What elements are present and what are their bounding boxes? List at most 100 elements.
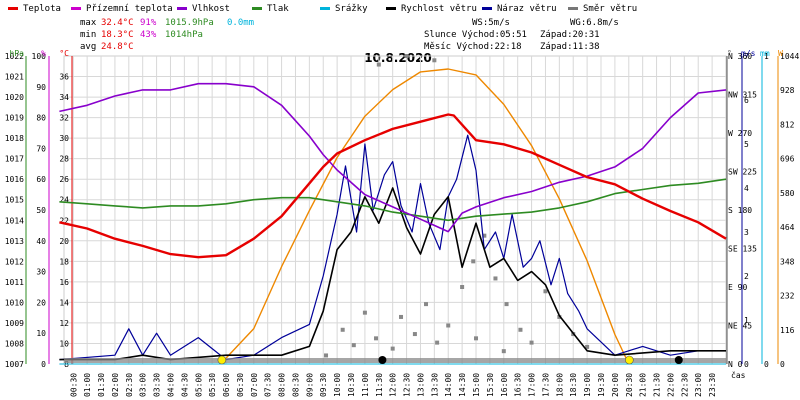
wind-speed-tick-5: 5	[744, 140, 749, 149]
direction-point-12	[482, 233, 487, 238]
direction-point-7	[424, 302, 429, 307]
direction-point-20	[585, 344, 590, 349]
legend-label-0: Teplota	[23, 4, 61, 14]
x-tick-25: 13:00	[416, 373, 425, 397]
pressure-unit: hPa	[10, 49, 25, 58]
rain-tick-1: 1	[764, 52, 769, 61]
solar-tick-5: 580	[780, 189, 795, 198]
stat-max-press: 1015.9hPa	[165, 18, 214, 28]
direction-tick-1: NE 45	[728, 322, 752, 331]
moonset-marker	[378, 356, 387, 364]
stat-min-temp: 18.3°C	[101, 30, 134, 40]
x-tick-6: 03:30	[153, 373, 162, 397]
pressure-tick-5: 1012	[5, 257, 24, 266]
legend-swatch-6	[482, 7, 492, 10]
humidity-tick-1: 10	[36, 329, 46, 338]
solar-line	[219, 68, 630, 365]
legend-label-6: Náraz větru	[497, 4, 557, 14]
x-tick-18: 09:30	[319, 373, 328, 397]
solar-tick-7: 812	[780, 120, 795, 129]
solar-tick-8: 928	[780, 86, 795, 95]
plot-series	[59, 54, 727, 365]
temperature-tick-14: 36	[59, 73, 69, 82]
direction-point-1	[351, 343, 356, 348]
direction-point-6	[412, 332, 417, 337]
pressure-tick-15: 1022	[5, 52, 24, 61]
pressure-tick-13: 1020	[5, 93, 24, 102]
x-tick-17: 09:00	[305, 373, 314, 397]
x-tick-46: 23:30	[708, 373, 717, 397]
direction-point-23	[432, 58, 437, 63]
wind-speed-tick-6: 6	[744, 96, 749, 105]
wind-speed-line	[59, 187, 726, 361]
direction-point-14	[504, 302, 509, 307]
temperature-tick-1: 10	[59, 339, 69, 348]
x-tick-31: 16:00	[500, 373, 509, 397]
direction-tick-0: N 0	[728, 360, 743, 369]
solar-tick-6: 696	[780, 155, 795, 164]
direction-point-21	[376, 62, 381, 67]
pressure-tick-1: 1008	[5, 339, 24, 348]
humidity-tick-5: 50	[36, 206, 46, 215]
legend-label-2: Vlhkost	[192, 4, 230, 14]
direction-point-26	[501, 349, 506, 354]
pressure-tick-0: 1007	[5, 360, 24, 369]
sun-rise-info: Slunce Východ:05:51	[424, 30, 527, 40]
pressure-tick-2: 1009	[5, 319, 24, 328]
x-axis-label: čas	[731, 370, 746, 380]
legend-swatch-1	[71, 7, 81, 10]
x-tick-37: 19:00	[583, 373, 592, 397]
humidity-line	[59, 82, 727, 233]
x-tick-28: 14:30	[458, 373, 467, 397]
wind-speed-tick-4: 4	[744, 184, 749, 193]
direction-tick-4: S 180	[728, 206, 752, 215]
legend-swatch-0	[8, 7, 18, 10]
legend-swatch-5	[386, 7, 396, 10]
stat-min-label: min	[80, 30, 96, 40]
moon-rise-info: Měsíc Východ:22:18	[424, 42, 522, 52]
humidity-tick-9: 90	[36, 83, 46, 92]
temperature-tick-6: 20	[59, 237, 69, 246]
sun-set-info: Západ:20:31	[540, 30, 600, 40]
sunset-marker	[625, 355, 634, 365]
direction-point-2	[362, 310, 367, 315]
pressure-tick-14: 1021	[5, 73, 24, 82]
stat-max-hum: 91%	[140, 18, 157, 28]
x-tick-45: 23:00	[694, 373, 703, 397]
chart-title: 10.8.2020	[364, 51, 432, 65]
x-tick-34: 17:30	[541, 373, 550, 397]
wind-gust-info: WG:6.8m/s	[570, 18, 619, 28]
solar-tick-1: 116	[780, 326, 795, 335]
x-tick-13: 07:00	[250, 373, 259, 397]
direction-point-17	[543, 289, 548, 294]
legend-swatch-2	[177, 7, 187, 10]
legend-swatch-4	[320, 7, 330, 10]
direction-point-16	[529, 340, 534, 345]
x-tick-20: 10:30	[347, 373, 356, 397]
x-tick-15: 08:00	[278, 373, 287, 397]
x-tick-38: 19:30	[597, 373, 606, 397]
x-tick-12: 06:30	[236, 373, 245, 397]
humidity-tick-10: 100	[32, 52, 47, 61]
x-tick-42: 21:30	[653, 373, 662, 397]
temperature-tick-7: 22	[59, 216, 69, 225]
temperature-line	[59, 113, 727, 259]
x-tick-24: 12:30	[403, 373, 412, 397]
rain-tick-0: 0	[764, 360, 769, 369]
temperature-tick-10: 28	[59, 155, 69, 164]
x-tick-7: 04:00	[166, 373, 175, 397]
x-tick-1: 01:00	[83, 373, 92, 397]
stat-avg-temp: 24.8°C	[101, 42, 134, 52]
x-tick-29: 15:00	[472, 373, 481, 397]
x-tick-30: 15:30	[486, 373, 495, 397]
x-tick-16: 08:30	[291, 373, 300, 397]
x-tick-3: 02:00	[111, 373, 120, 397]
temperature-tick-2: 12	[59, 319, 69, 328]
stat-max-label: max	[80, 18, 97, 28]
x-tick-19: 10:00	[333, 373, 342, 397]
solar-tick-4: 464	[780, 223, 795, 232]
x-tick-26: 13:30	[430, 373, 439, 397]
x-tick-14: 07:30	[264, 373, 273, 397]
wind-speed-tick-2: 2	[744, 272, 749, 281]
